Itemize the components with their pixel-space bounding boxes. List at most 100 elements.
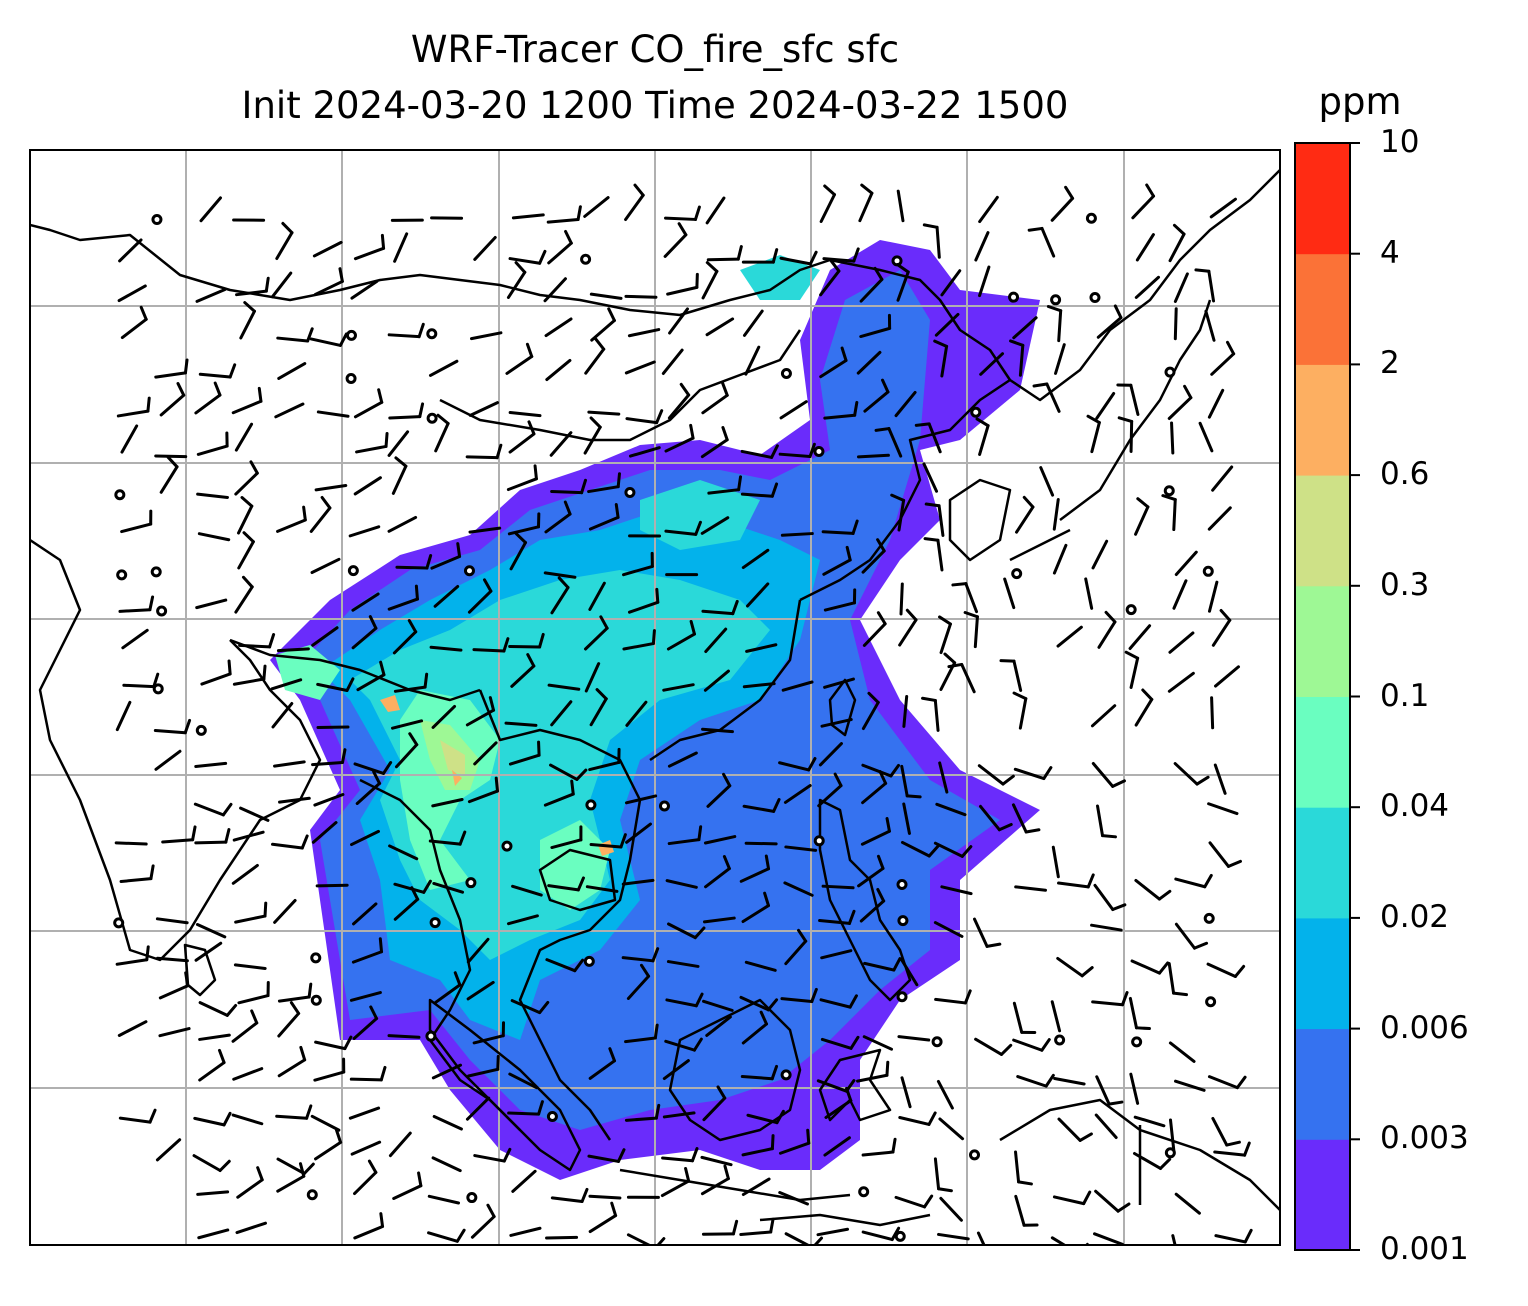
korea-outline xyxy=(948,478,1012,562)
wind-barb-staff xyxy=(663,233,688,258)
wind-barb-staff xyxy=(590,318,616,342)
map-title-line1: WRF-Tracer CO_fire_sfc sfc xyxy=(410,28,900,71)
wind-barb-staff xyxy=(511,1169,537,1193)
wind-barb-staff xyxy=(550,1196,584,1203)
wind-barb-staff xyxy=(1132,1152,1162,1170)
wind-barb-staff xyxy=(746,1113,779,1125)
wind-barb-staff xyxy=(859,277,884,303)
wind-barb-staff xyxy=(978,195,999,224)
java-outline xyxy=(619,1168,851,1202)
wind-barb-staff xyxy=(1168,1041,1196,1063)
wind-barb-staff xyxy=(193,802,225,817)
wind-barb-staff xyxy=(274,402,305,419)
field-level-8 xyxy=(380,695,400,712)
wind-barb-staff xyxy=(819,998,852,1009)
wind-barb-staff xyxy=(387,597,419,611)
wind-barb-flag xyxy=(298,1162,306,1178)
wind-barb-flag xyxy=(1027,226,1044,232)
wind-barb-flag xyxy=(1064,185,1075,200)
wind-barb-flag xyxy=(1225,1140,1241,1147)
wind-barb-staff xyxy=(939,1196,963,1222)
wind-barb-staff xyxy=(121,628,149,650)
wind-barb-staff xyxy=(391,464,408,495)
wind-barb-staff xyxy=(744,960,777,972)
wind-barb-flag xyxy=(564,230,573,245)
wind-barb-flag xyxy=(242,531,255,544)
wind-barb-staff xyxy=(934,997,967,1005)
wind-barb-flag xyxy=(1243,1228,1253,1244)
wind-barb-staff xyxy=(780,997,814,1004)
wind-barb-flag xyxy=(289,1001,301,1015)
wind-barb-staff xyxy=(1135,233,1155,262)
wind-barb-staff xyxy=(1134,505,1150,536)
wind-barb-flag xyxy=(1243,1141,1251,1157)
wind-barb-staff xyxy=(355,781,382,805)
wind-barb-staff xyxy=(820,718,853,728)
wind-barb-flag xyxy=(414,584,419,601)
wind-barb-flag xyxy=(1017,1180,1033,1186)
wind-barb-staff xyxy=(505,355,534,375)
wind-barb-staff xyxy=(466,937,490,964)
wind-barb-staff xyxy=(1173,307,1178,341)
wind-barb-staff xyxy=(1012,1001,1024,1034)
wind-barb-staff xyxy=(393,882,426,894)
colorbar-segment xyxy=(1295,585,1350,697)
wind-barb-staff xyxy=(387,1034,421,1039)
wind-barb-staff xyxy=(431,704,457,729)
wind-barb-flag xyxy=(488,696,496,712)
wind-barb-staff xyxy=(589,292,623,300)
wind-barb-flag xyxy=(250,1009,259,1025)
wind-barb-staff xyxy=(1051,845,1060,879)
wind-barb-staff xyxy=(278,796,311,804)
wind-barb-flag xyxy=(418,402,425,419)
wind-barb-staff xyxy=(311,626,339,647)
wind-barb-flag xyxy=(1141,688,1154,701)
wind-barb-flag xyxy=(1022,495,1035,509)
wind-barb-staff xyxy=(1056,956,1084,978)
wind-barb-flag xyxy=(878,770,888,785)
wind-barb-flag xyxy=(486,1203,496,1219)
wind-barb-staff xyxy=(701,609,735,616)
wind-barb-staff xyxy=(856,1073,889,1083)
wind-barb-staff xyxy=(239,806,270,822)
wind-barb-staff xyxy=(1128,996,1138,1030)
colorbar-segment xyxy=(1295,364,1350,476)
wind-barb-staff xyxy=(1091,1000,1125,1007)
wind-barb-staff xyxy=(550,489,584,495)
wind-barb-flag xyxy=(716,1085,727,1100)
wind-barb-staff xyxy=(1052,497,1060,531)
wind-barb-staff xyxy=(428,839,462,846)
wind-barb-staff xyxy=(1172,498,1177,532)
wind-barb-flag xyxy=(1086,414,1101,425)
map-frame xyxy=(29,149,1281,1246)
wind-barb-flag xyxy=(616,1148,626,1163)
calm-circle xyxy=(1164,1147,1176,1159)
wind-barb-staff xyxy=(387,515,418,533)
wind-barb-staff xyxy=(583,425,602,455)
wind-barb-staff xyxy=(1168,631,1195,654)
wind-barb-flag xyxy=(693,205,701,221)
wind-barb-staff xyxy=(1167,396,1193,420)
wind-barb-staff xyxy=(276,1157,306,1176)
wind-barb-flag xyxy=(693,926,706,940)
wind-barb-staff xyxy=(465,1096,491,1121)
wind-barb-staff xyxy=(702,999,734,1012)
wind-barb-flag xyxy=(759,1010,768,1026)
wind-barb-staff xyxy=(978,265,991,298)
wind-barb-flag xyxy=(721,381,729,397)
calm-circle xyxy=(780,367,792,379)
wind-barb-staff xyxy=(465,708,496,727)
wind-barb-staff xyxy=(937,1232,970,1241)
wind-barb-staff xyxy=(861,1230,894,1242)
wind-barb-flag xyxy=(823,184,836,197)
wind-barb-flag xyxy=(436,413,450,426)
wind-barb-flag xyxy=(1172,991,1188,997)
wind-barb-staff xyxy=(508,753,541,766)
wind-barb-staff xyxy=(192,1154,222,1173)
wind-barb-flag xyxy=(927,1111,937,1126)
wind-barb-flag xyxy=(425,554,433,570)
colorbar-segment xyxy=(1295,1028,1350,1140)
wind-barb-staff xyxy=(194,393,222,415)
wind-barb-flag xyxy=(991,1258,1004,1260)
